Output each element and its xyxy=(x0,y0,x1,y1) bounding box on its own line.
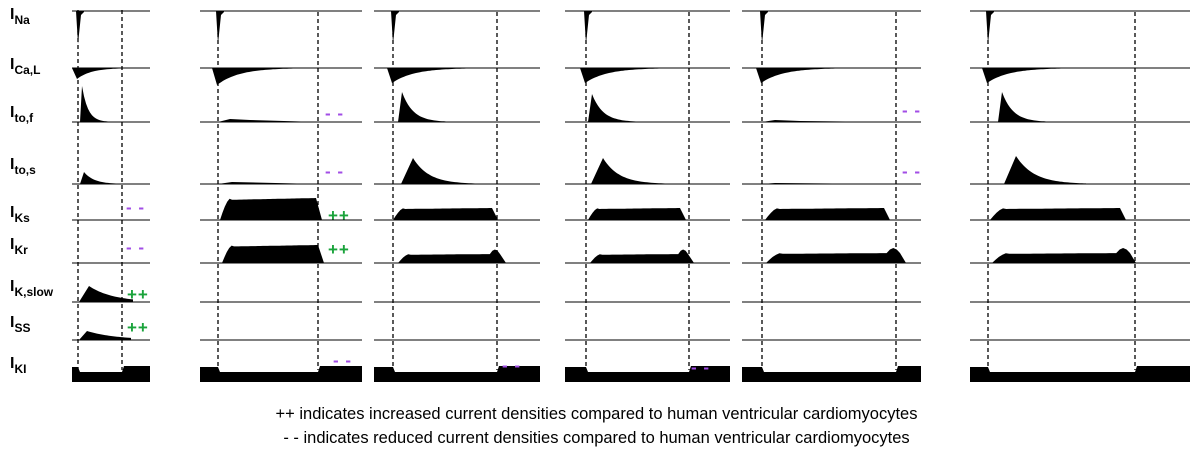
marker-reduced-c1-iks: - - xyxy=(126,198,146,217)
label-itos: Ito,s xyxy=(10,156,36,177)
marker-reduced-c2-itof: - - xyxy=(325,104,345,123)
label-ical: ICa,L xyxy=(10,56,41,77)
trace-c4-ina xyxy=(584,11,592,44)
trace-c6-ina xyxy=(986,11,994,44)
label-ikslow: IK,slow xyxy=(10,278,54,299)
marker-reduced-c5-itos: - - xyxy=(902,162,922,181)
trace-c2-iks xyxy=(220,198,322,220)
trace-c5-ikr xyxy=(766,248,906,263)
marker-reduced-c2-itos: - - xyxy=(325,162,345,181)
trace-c6-itof xyxy=(998,92,1066,122)
trace-c3-ina xyxy=(391,11,399,44)
marker-reduced-c4-iki: - - xyxy=(691,358,711,377)
marker-reduced-c2-iki: - - xyxy=(333,351,353,370)
marker-reduced-c5-itof: - - xyxy=(902,101,922,120)
trace-c3-itos xyxy=(401,158,483,184)
marker-increased-c2-iks: ++ xyxy=(328,206,350,225)
trace-c3-iki xyxy=(374,366,540,382)
marker-reduced-c1-ikr: - - xyxy=(126,238,146,257)
trace-c1-itos xyxy=(80,172,120,184)
trace-c2-itos xyxy=(218,182,318,184)
label-iss: ISS xyxy=(10,314,31,335)
trace-c3-itof xyxy=(398,92,466,122)
legend-reduced: - - indicates reduced current densities … xyxy=(283,429,910,447)
trace-c1-ical xyxy=(72,68,146,79)
trace-c2-iki xyxy=(200,366,362,382)
trace-c4-iks xyxy=(588,208,686,220)
trace-c1-iki xyxy=(72,366,150,382)
trace-c4-itos xyxy=(591,158,673,184)
trace-c2-itof xyxy=(218,119,318,122)
trace-c4-ikr xyxy=(590,249,694,263)
trace-c6-ical xyxy=(982,68,1179,83)
marker-increased-c2-ikr: ++ xyxy=(328,240,350,259)
trace-c6-itos xyxy=(1004,156,1086,184)
trace-c5-itos xyxy=(762,183,896,184)
trace-c4-ical xyxy=(580,68,722,83)
trace-c1-iss xyxy=(79,331,131,340)
trace-c1-itof xyxy=(80,86,122,122)
label-itof: Ito,f xyxy=(10,104,34,125)
trace-c2-ina xyxy=(216,11,224,44)
trace-c5-iks xyxy=(765,208,890,220)
trace-c5-iki xyxy=(742,366,921,382)
trace-c5-ina xyxy=(760,11,768,44)
trace-c6-iks xyxy=(990,208,1126,220)
trace-c3-ikr xyxy=(398,249,506,263)
trace-c5-ical xyxy=(756,68,913,83)
marker-reduced-c3-iki: - - xyxy=(502,356,522,375)
trace-c3-iks xyxy=(393,208,498,220)
trace-c1-ikslow xyxy=(79,286,133,302)
trace-c4-iki xyxy=(565,366,730,382)
trace-c2-ical xyxy=(212,68,354,85)
trace-c6-iki xyxy=(970,366,1190,382)
label-iki: IKI xyxy=(10,355,27,376)
trace-c3-ical xyxy=(387,68,532,83)
trace-c1-ina xyxy=(76,11,84,44)
label-iks: IKs xyxy=(10,204,30,225)
marker-increased-c1-ikslow: ++ xyxy=(127,285,149,304)
marker-increased-c1-iss: ++ xyxy=(127,318,149,337)
label-ikr: IKr xyxy=(10,236,28,257)
trace-c4-itof xyxy=(588,94,656,122)
current-traces-figure xyxy=(72,10,1190,382)
legend-increased: ++ indicates increased current densities… xyxy=(275,405,918,423)
trace-c6-ikr xyxy=(992,248,1136,263)
trace-c5-itof xyxy=(762,120,896,122)
label-ina: INa xyxy=(10,6,30,27)
trace-c2-ikr xyxy=(222,245,324,263)
